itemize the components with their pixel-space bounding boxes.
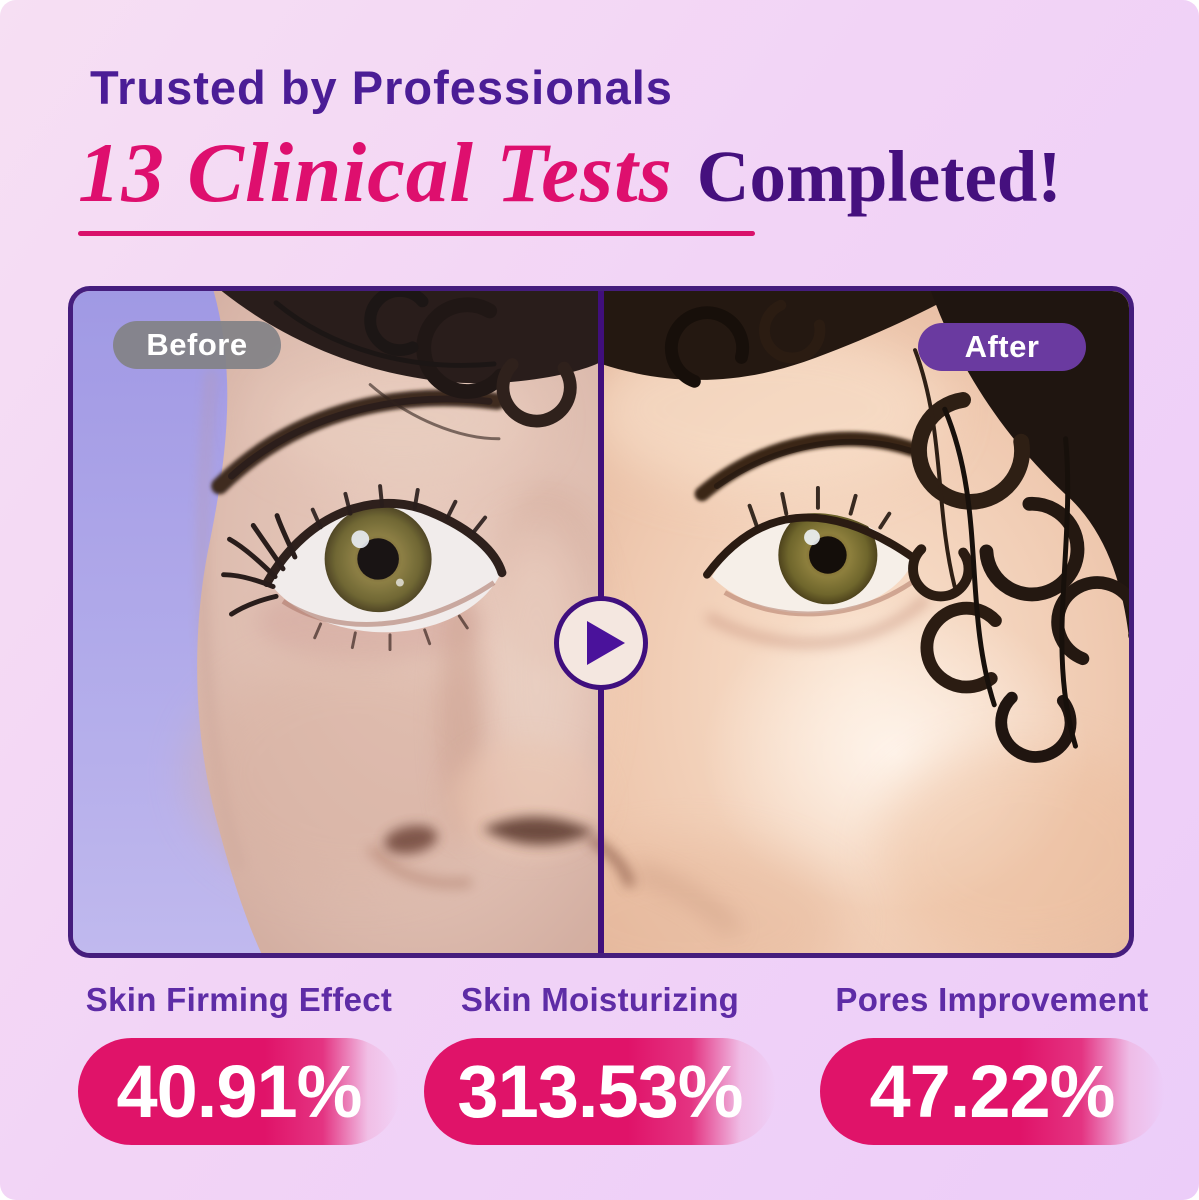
stat-label: Skin Firming Effect (85, 981, 393, 1018)
stat-label: Skin Moisturizing (460, 981, 740, 1018)
before-after-photo: Before After (68, 286, 1134, 958)
stat-label: Pores Improvement (835, 981, 1149, 1018)
after-badge-label: After (964, 329, 1040, 364)
eyebrows (211, 389, 925, 502)
header-tagline: Trusted by Professionals (90, 61, 673, 114)
stat-value: 40.91% (116, 1050, 363, 1133)
headline-highlight: 13 Clinical Tests (78, 126, 673, 220)
stat-value: 313.53% (457, 1050, 743, 1133)
stat-value: 47.22% (869, 1050, 1116, 1133)
stat-skin-firming: Skin Firming Effect 40.91% (78, 983, 400, 1145)
hair (221, 291, 1129, 763)
after-eye (703, 486, 930, 648)
stat-value-pill: 313.53% (424, 1038, 776, 1145)
stat-pores-improvement: Pores Improvement 47.22% (820, 983, 1164, 1145)
before-eye (221, 484, 507, 652)
before-cool-overlay (73, 291, 601, 953)
face-illustration (73, 291, 1129, 953)
stat-value-pill: 40.91% (78, 1038, 400, 1145)
headline-underline (78, 231, 755, 236)
play-button[interactable] (554, 596, 648, 690)
before-badge-label: Before (146, 327, 248, 362)
headline: 13 Clinical Tests Completed! (78, 124, 1062, 222)
headline-completed: Completed! (696, 136, 1062, 217)
after-badge: After (918, 323, 1086, 371)
stat-value-pill: 47.22% (820, 1038, 1164, 1145)
play-icon (586, 621, 625, 665)
before-badge: Before (113, 321, 281, 369)
stat-skin-moisturizing: Skin Moisturizing 313.53% (424, 983, 776, 1145)
nose (366, 527, 740, 936)
